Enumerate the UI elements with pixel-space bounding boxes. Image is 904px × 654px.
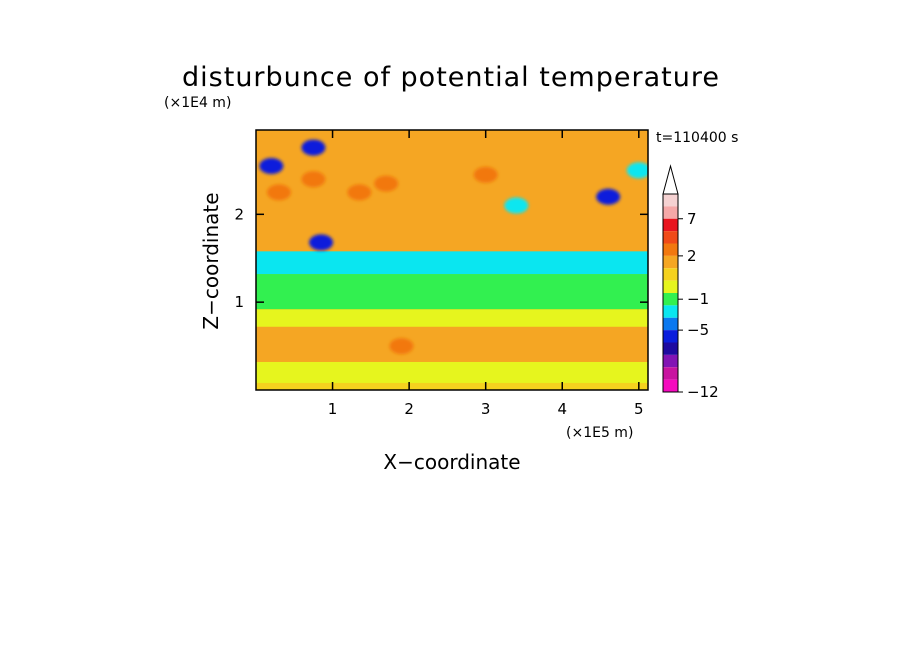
- x-unit-label: (×1E5 m): [566, 425, 633, 441]
- colorbar: 7 2 −1 −5 −12: [662, 164, 719, 401]
- y-axis-label: Z−coordinate: [199, 192, 223, 329]
- x-tick-label: 1: [328, 400, 338, 418]
- colorbar-arrow: [662, 164, 679, 195]
- feature-7: [473, 166, 498, 183]
- feature-8: [504, 197, 529, 214]
- colorbar-level: [663, 243, 678, 256]
- colorbar-label: 7: [687, 210, 697, 228]
- colorbar-level: [663, 342, 678, 355]
- contour-features: [259, 139, 648, 355]
- colorbar-level: [663, 255, 678, 269]
- chart-title: disturbunce of potential temperature: [182, 62, 720, 93]
- colorbar-level: [663, 293, 678, 306]
- y-tick-label: 1: [234, 293, 244, 311]
- x-tick-label: 5: [634, 400, 644, 418]
- colorbar-label: 2: [687, 247, 697, 265]
- colorbar-level: [663, 367, 678, 380]
- feature-0: [301, 139, 326, 156]
- time-label: t=110400 s: [656, 130, 738, 146]
- feature-6: [374, 175, 399, 192]
- x-tick-label: 3: [481, 400, 491, 418]
- colorbar-level: [663, 305, 678, 318]
- colorbar-level: [663, 268, 678, 281]
- level-bands: [256, 130, 648, 390]
- level-band-1: [256, 361, 648, 383]
- colorbar-level: [663, 317, 678, 331]
- colorbar-level: [663, 379, 678, 392]
- feature-5: [347, 184, 372, 201]
- colorbar-label: −12: [687, 383, 719, 401]
- level-band-5: [256, 251, 648, 275]
- colorbar-level: [663, 280, 678, 293]
- y-unit-label: (×1E4 m): [164, 95, 231, 111]
- colorbar-level: [663, 330, 678, 343]
- x-tick-label: 4: [557, 400, 567, 418]
- feature-1: [259, 158, 284, 175]
- colorbar-level: [663, 354, 678, 368]
- level-band-2: [256, 326, 648, 362]
- x-tick-label: 2: [404, 400, 414, 418]
- plot-area: [256, 130, 648, 390]
- x-axis: 1 2 3 4 5: [328, 130, 644, 418]
- colorbar-level: [663, 231, 678, 244]
- colorbar-label: −5: [687, 321, 709, 339]
- x-axis-label: X−coordinate: [383, 450, 520, 474]
- feature-3: [266, 184, 291, 201]
- feature-9: [596, 188, 621, 205]
- feature-10: [389, 338, 414, 355]
- level-band-4: [256, 274, 648, 310]
- level-band-0: [256, 382, 648, 390]
- level-band-3: [256, 309, 648, 327]
- feature-11: [626, 162, 648, 179]
- colorbar-frame: [662, 193, 679, 393]
- colorbar-level: [663, 206, 678, 219]
- feature-4: [301, 171, 326, 188]
- y-axis: 12: [234, 205, 648, 311]
- colorbar-label: −1: [687, 290, 709, 308]
- y-tick-label: 2: [234, 205, 244, 223]
- plot-frame: [255, 129, 649, 391]
- feature-2: [309, 234, 334, 251]
- colorbar-level: [663, 218, 678, 232]
- colorbar-level: [663, 194, 678, 207]
